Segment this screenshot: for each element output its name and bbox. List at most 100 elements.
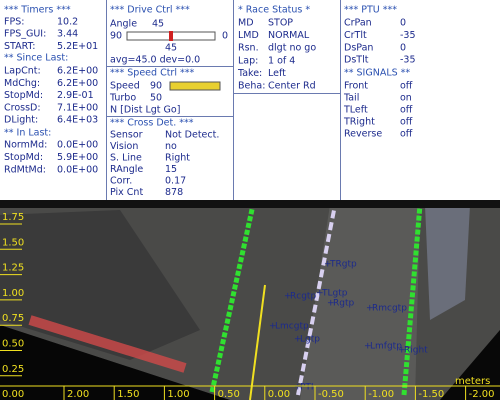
row-value: -35 [400, 30, 416, 41]
y-scale-label: 1.50 [2, 237, 24, 248]
row-label: Beha: [238, 81, 265, 92]
row-label: START: [4, 41, 35, 52]
overlay-label: Rgtp [333, 299, 354, 309]
row-label: Front [344, 81, 368, 92]
row-label: TRight [343, 117, 375, 128]
overlay-label: Lmcgtp [275, 322, 309, 332]
row-value: 5.9E+00 [57, 152, 98, 163]
plus-marker: + [269, 322, 277, 332]
overlay-label: Lmfgtp [370, 342, 402, 352]
row-label: LMD [238, 30, 259, 41]
row-label: DsTlt [344, 55, 369, 66]
row-value: 3.44 [57, 29, 78, 40]
row-value: off [400, 117, 413, 128]
row-value: -35 [400, 55, 416, 66]
row-value: on [400, 93, 412, 104]
y-scale-label: 0.00 [2, 389, 24, 400]
row-value: 0 [400, 42, 406, 53]
row-value: 7.1E+00 [57, 102, 98, 113]
plus-marker: + [324, 260, 332, 270]
row-value: dlgt no go [268, 43, 316, 54]
overlay-label: Rcgtp [290, 292, 316, 302]
row-value: 2.9E-01 [57, 90, 94, 101]
row-value: Center Rd [268, 81, 316, 92]
camera-view [0, 200, 500, 400]
stats: avg=45.0 dev=0.0 [110, 55, 200, 66]
plus-marker: + [366, 304, 374, 314]
row-value: 45 [152, 19, 164, 30]
row-label: CrossD: [4, 102, 41, 113]
x-scale-label: -1.50 [418, 389, 444, 400]
row-value: 6.4E+03 [57, 115, 98, 126]
row-value: Left [268, 68, 286, 79]
row-label: TLeft [343, 105, 368, 116]
section-title: *** Cross Det. *** [110, 118, 194, 129]
row-value: 10.2 [57, 17, 78, 28]
row-label: Corr. [110, 176, 132, 187]
row-label: MD [238, 18, 254, 29]
row-label: Reverse [344, 129, 382, 140]
row-label: MdChg: [4, 78, 40, 89]
row-value: 1 of 4 [268, 55, 295, 66]
x-scale-label: -0.50 [318, 389, 344, 400]
row-label: Rsn. [238, 43, 259, 54]
panel-borders [106, 0, 341, 200]
row-label: RAngle [110, 164, 143, 175]
x-scale-label: 1.50 [117, 389, 139, 400]
x-scale-label: 0.50 [218, 389, 240, 400]
section-title: * Race Status * [238, 5, 310, 16]
plus-marker: + [294, 383, 302, 393]
row-label: DLight: [4, 115, 38, 126]
row-label: CrPan [344, 18, 372, 29]
x-scale-label: -1.00 [368, 389, 394, 400]
row-label: Angle [110, 19, 137, 30]
slider-end: 0 [222, 31, 228, 42]
y-scale-label: 1.75 [2, 212, 24, 223]
y-scale-label: 1.00 [2, 288, 24, 299]
row-value: 0.0E+00 [57, 164, 98, 175]
row-value: 6.2E+00 [57, 78, 98, 89]
plus-marker: + [327, 299, 335, 309]
plus-marker: + [398, 346, 406, 356]
overlay-label: Lgtp [300, 335, 320, 345]
row-value: Right [165, 153, 190, 164]
row-value: 878 [165, 187, 183, 198]
speed-mode: N [Dist Lgt Go] [110, 105, 180, 116]
x-scale-label: 1.00 [167, 389, 189, 400]
section-title: ** Since Last: [4, 53, 68, 64]
section-title: *** Drive Ctrl *** [110, 5, 190, 16]
overlay-label: Rmcgtp [372, 304, 407, 314]
row-label: CrTlt [344, 30, 367, 41]
row-label: FPS: [4, 17, 24, 28]
row-label: RdMtMd: [4, 164, 46, 175]
row-label: Lap: [238, 55, 258, 66]
row-label: DsPan [344, 42, 373, 53]
unit-label: meters [455, 376, 490, 387]
overlay-label: TLgtp [321, 289, 348, 299]
row-value: STOP [268, 18, 293, 29]
slider-value: 45 [165, 43, 177, 54]
y-scale-label: 0.50 [2, 339, 24, 350]
plus-marker: + [316, 289, 324, 299]
row-value: 50 [150, 93, 162, 104]
panel-bg [0, 0, 500, 200]
row-label: StopMd: [4, 152, 43, 163]
row-label: S. Line [110, 153, 142, 164]
speed-bar [169, 81, 221, 91]
row-label: FPS_GUI: [4, 29, 46, 40]
row-value: off [400, 81, 413, 92]
row-label: Vision [110, 141, 138, 152]
section-title: *** Timers *** [4, 5, 71, 16]
row-label: Sensor [110, 130, 143, 141]
row-label: Speed [110, 81, 140, 92]
row-value: 0 [400, 18, 406, 29]
row-label: LapCnt: [4, 66, 41, 77]
row-value: 0.17 [165, 176, 186, 187]
row-label: Pix Cnt [110, 187, 143, 198]
row-value: 5.2E+01 [57, 41, 98, 52]
y-scale-label: 1.25 [2, 263, 24, 274]
row-label: Take: [237, 68, 262, 79]
row-value: 6.2E+00 [57, 66, 98, 77]
row-label: Turbo [109, 93, 136, 104]
